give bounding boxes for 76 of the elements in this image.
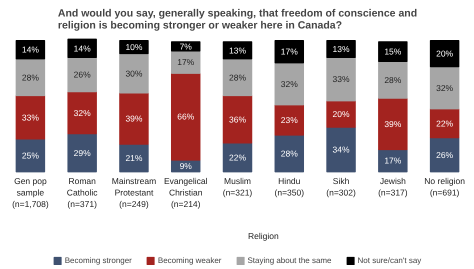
bar: [326, 57, 356, 102]
x-tick-label: Jewish (n=317): [378, 176, 408, 198]
bar: [378, 41, 408, 62]
data-label: 10%: [125, 42, 143, 52]
bar: [67, 38, 97, 58]
data-label: 39%: [384, 118, 402, 129]
data-label: 29%: [74, 148, 92, 158]
data-label: 20%: [436, 48, 454, 59]
bar: [430, 40, 460, 68]
x-tick-label: Sikh (n=302): [326, 176, 356, 198]
x-tick-label: No religion (n=691): [424, 176, 466, 198]
legend-label: Not sure/can't say: [358, 256, 422, 265]
data-label: 9%: [180, 161, 192, 171]
data-label: 15%: [384, 46, 402, 57]
bar: [274, 62, 304, 106]
data-label: 36%: [228, 114, 246, 124]
data-label: 26%: [436, 150, 454, 160]
data-label: 28%: [22, 72, 40, 82]
bar: [274, 134, 304, 172]
bar: [67, 57, 97, 92]
data-label: 30%: [125, 68, 143, 78]
bar: [378, 98, 408, 150]
bar: [119, 53, 149, 94]
bar: [170, 72, 200, 161]
data-label: 22%: [228, 152, 246, 162]
data-label: 13%: [332, 44, 350, 54]
bar: [378, 61, 408, 99]
x-tick-label: Gen pop sample (n=1,708): [12, 176, 49, 209]
bar: [16, 40, 46, 60]
x-tick-label: Mainstream Protestant (n=249): [112, 176, 156, 209]
bar: [274, 40, 304, 64]
x-tick-label: Muslim (n=321): [222, 176, 252, 198]
bar: [326, 126, 356, 172]
data-label: 21%: [125, 153, 143, 164]
bar: [222, 95, 252, 144]
data-label: 26%: [74, 70, 92, 80]
legend-label: Staying about the same: [247, 256, 332, 265]
bar: [67, 91, 97, 134]
bar: [16, 138, 46, 172]
data-label: 32%: [280, 78, 298, 89]
data-label: 32%: [74, 108, 92, 118]
data-label: 17%: [384, 156, 402, 166]
data-label: 14%: [22, 44, 40, 55]
bar: [430, 66, 460, 110]
legend-label: Becoming stronger: [64, 256, 132, 265]
data-label: 22%: [436, 118, 454, 128]
bar: [16, 58, 46, 96]
data-label: 28%: [384, 74, 402, 85]
data-label: 17%: [177, 57, 195, 68]
x-tick-label: Hindu (n=350): [274, 176, 304, 198]
data-label: 17%: [280, 46, 298, 57]
bar: [119, 92, 149, 145]
bar: [274, 104, 304, 136]
chart-title: And would you say, generally speaking, that freedom of conscience and religion is becoming stronger or weaker here in Canada?: [58, 8, 418, 32]
x-tick-label: Roman Catholic (n=371): [66, 176, 98, 209]
data-label: 14%: [74, 43, 92, 54]
data-label: 20%: [332, 109, 350, 120]
data-label: 13%: [228, 45, 246, 56]
data-label: 34%: [332, 144, 350, 155]
data-label: 28%: [228, 72, 246, 82]
data-label: 32%: [436, 82, 454, 93]
data-label: 33%: [22, 112, 40, 122]
data-label: 66%: [177, 112, 195, 122]
text: Religion: [248, 231, 280, 242]
data-label: 33%: [332, 74, 350, 84]
bar: [67, 133, 97, 172]
data-label: 25%: [22, 150, 40, 160]
data-label: 28%: [280, 148, 298, 159]
bar: [119, 144, 149, 172]
data-label: 23%: [280, 114, 298, 125]
bar: [430, 137, 460, 172]
legend-label: Becoming weaker: [158, 256, 222, 265]
x-tick-label: Evangelical Christian (n=214): [164, 176, 208, 209]
data-label: 7%: [180, 41, 192, 52]
bar: [16, 95, 46, 140]
data-label: 39%: [125, 114, 143, 124]
